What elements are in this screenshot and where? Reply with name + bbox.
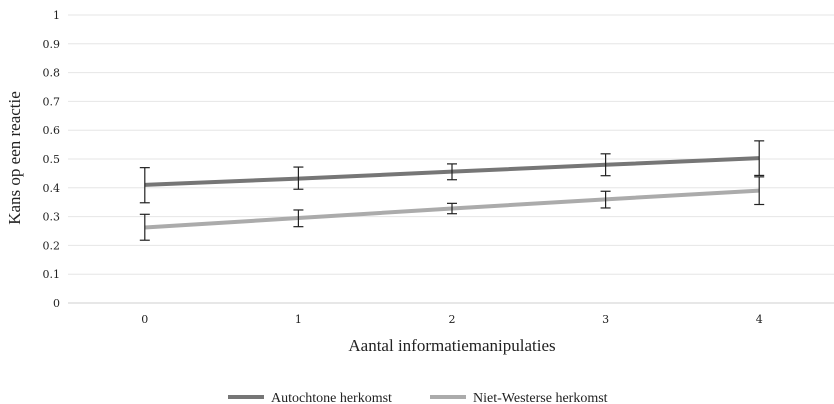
y-tick-label: 0 <box>53 297 60 310</box>
error-bar <box>139 167 150 204</box>
y-tick-label: 0.2 <box>43 239 61 252</box>
x-axis-ticks: 0 1 2 3 4 <box>141 313 762 326</box>
legend-item: Autochtone herkomst <box>228 391 392 404</box>
legend-label: Autochtone herkomst <box>271 391 392 404</box>
error-bar <box>754 140 765 177</box>
series-layer <box>139 140 765 241</box>
x-tick-label: 2 <box>449 313 456 326</box>
y-tick-label: 1 <box>53 9 60 22</box>
y-tick-label: 0.3 <box>43 211 61 224</box>
error-bar <box>754 176 765 206</box>
error-bar <box>293 166 304 190</box>
error-bar <box>600 190 611 209</box>
y-tick-label: 0.8 <box>43 67 61 80</box>
legend-item: Niet-Westerse herkomst <box>430 391 608 404</box>
series-group <box>139 140 765 204</box>
y-tick-label: 0.7 <box>43 95 61 108</box>
y-tick-label: 0.6 <box>43 124 61 137</box>
x-tick-label: 1 <box>295 313 302 326</box>
error-bar <box>139 213 150 241</box>
series-group <box>139 176 765 241</box>
y-axis-ticks: 0 0.1 0.2 0.3 0.4 0.5 0.6 0.7 0.8 0.9 1 <box>43 9 61 310</box>
x-tick-label: 4 <box>756 313 763 326</box>
error-bar <box>447 202 457 215</box>
error-bar <box>600 153 611 177</box>
error-bar <box>293 209 304 228</box>
y-axis-title: Kans op een reactie <box>5 91 24 225</box>
legend-label: Niet-Westerse herkomst <box>473 391 608 404</box>
y-tick-label: 0.9 <box>43 38 61 51</box>
y-tick-label: 0.1 <box>43 268 61 281</box>
x-tick-label: 3 <box>602 313 609 326</box>
y-tick-label: 0.4 <box>43 182 61 195</box>
y-tick-label: 0.5 <box>43 153 61 166</box>
legend: Autochtone herkomst Niet-Westerse herkoms… <box>228 391 608 404</box>
grid-lines <box>68 14 834 304</box>
error-bar <box>447 163 457 181</box>
x-tick-label: 0 <box>141 313 148 326</box>
x-axis-title: Aantal informatiemanipulaties <box>348 336 555 355</box>
